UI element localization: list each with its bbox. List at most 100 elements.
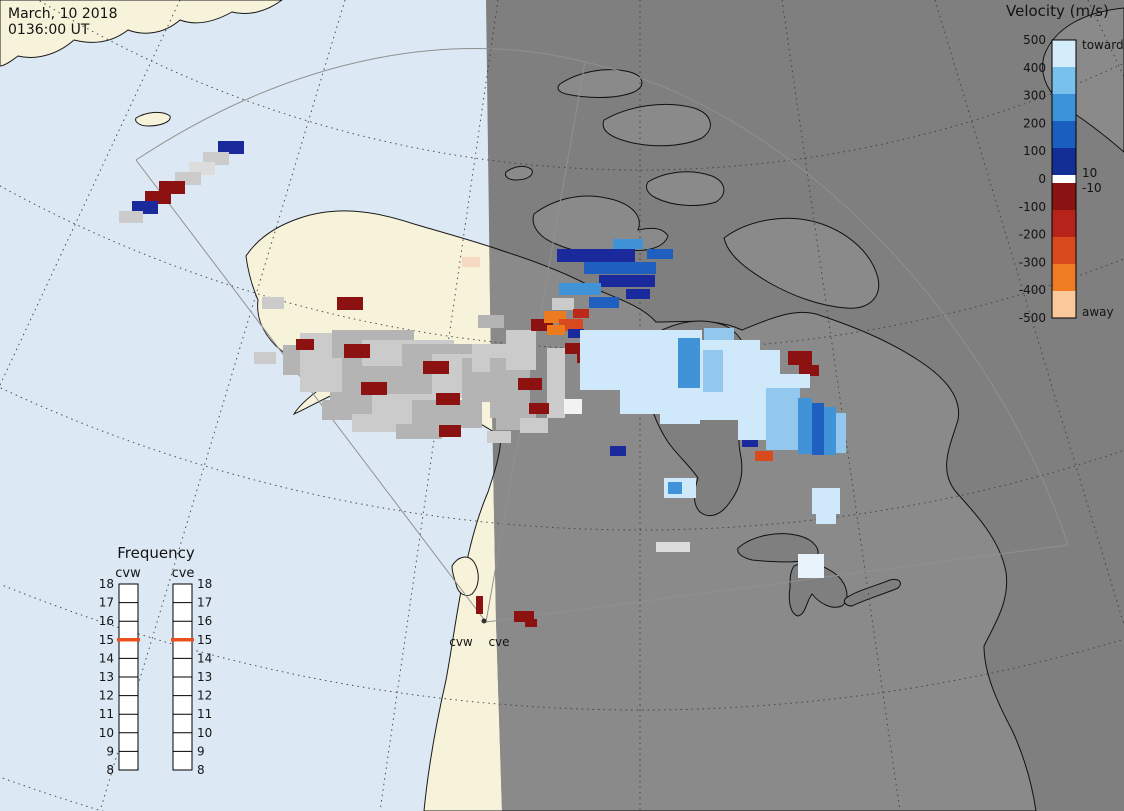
velocity-cell — [132, 201, 158, 214]
away-label: away — [1082, 305, 1114, 319]
velocity-cell — [559, 283, 601, 295]
frequency-tick-label: 8 — [197, 763, 205, 777]
velocity-cell — [529, 403, 549, 414]
velocity-legend: Velocity (m/s) 500 400 300 200 100 0 -100 -200 -… — [1006, 2, 1124, 325]
frequency-cve-label: cve — [172, 566, 195, 581]
velocity-cell — [798, 398, 812, 454]
velocity-cell — [300, 358, 342, 392]
velocity-cell — [668, 482, 682, 494]
velocity-cell — [812, 488, 840, 514]
velocity-cell — [145, 191, 171, 204]
frequency-tick-label: 15 — [197, 633, 212, 647]
velocity-cell — [700, 398, 742, 420]
velocity-cell — [552, 298, 574, 310]
frequency-tick-label: 15 — [99, 633, 114, 647]
colorbar-segment-toward — [1052, 148, 1076, 176]
velocity-cell — [296, 339, 314, 350]
velocity-cell — [254, 352, 276, 364]
velocity-cell — [487, 431, 511, 443]
velocity-cell — [755, 451, 773, 461]
colorbar-tick-label: 200 — [1023, 116, 1046, 130]
velocity-cell — [816, 512, 836, 524]
velocity-cell — [520, 418, 548, 433]
velocity-cell — [506, 330, 536, 370]
velocity-cell — [564, 399, 582, 414]
colorbar-tick-label: -400 — [1019, 283, 1046, 297]
velocity-cells-layer — [119, 141, 846, 627]
colorbar-frame — [1051, 39, 1077, 319]
colorbar-tick-label: -500 — [1019, 311, 1046, 325]
frequency-tick-label: 11 — [99, 707, 114, 721]
velocity-cell — [599, 275, 655, 287]
colorbar-tick-label: -300 — [1019, 255, 1046, 269]
velocity-cell — [647, 249, 673, 259]
colorbar-segment-toward — [1052, 94, 1076, 122]
radar-label-cvw: cvw — [449, 635, 473, 649]
velocity-cell — [812, 403, 824, 455]
radar-label-cve: cve — [488, 635, 509, 649]
frequency-tick-label: 14 — [99, 651, 114, 665]
latitude-circle — [0, 386, 1124, 531]
meridian-line — [99, 0, 346, 811]
meridian-line — [781, 0, 901, 811]
fov-far-range-arc — [135, 48, 1069, 546]
colorbar-segment-toward — [1052, 40, 1076, 68]
frequency-legend: Frequency cvw cve 1817161514131211109818… — [99, 544, 213, 777]
colorbar-zero-band — [1052, 175, 1076, 183]
colorbar-segment-away — [1052, 264, 1076, 292]
velocity-cell — [656, 542, 690, 552]
velocity-cell — [573, 309, 589, 318]
frequency-tick-label: 10 — [99, 726, 114, 740]
radar-sites: cvw cve — [449, 618, 510, 649]
velocity-cell — [788, 351, 812, 365]
colorbar-tick-label: 500 — [1023, 33, 1046, 47]
colorbar-segment-away — [1052, 210, 1076, 238]
velocity-cell — [159, 181, 185, 194]
colorbar-tick-label: -100 — [1019, 200, 1046, 214]
frequency-tick-label: 8 — [106, 763, 114, 777]
frequency-cvw-label: cvw — [115, 566, 141, 581]
velocity-colorbar: 500 400 300 200 100 0 -100 -200 -300 -400 -500 — [1019, 33, 1077, 325]
velocity-cell — [565, 343, 585, 354]
frequency-tick-label: 9 — [197, 744, 205, 758]
velocity-cell — [568, 329, 584, 338]
velocity-cell — [742, 438, 758, 447]
velocity-cell — [547, 325, 565, 335]
frequency-tick-label: 17 — [99, 596, 114, 610]
velocity-cell — [476, 596, 483, 614]
velocity-cell — [436, 393, 460, 405]
colorbar-tick-label: 0 — [1038, 172, 1046, 186]
velocity-cell — [799, 365, 819, 376]
velocity-cell — [703, 350, 723, 392]
frequency-tick-label: 18 — [99, 577, 114, 591]
frequency-tick-label: 12 — [197, 689, 212, 703]
colorbar-segment-away — [1052, 237, 1076, 265]
colorbar-tick-label: 300 — [1023, 89, 1046, 103]
velocity-cell — [514, 611, 534, 622]
frequency-legend-title: Frequency — [117, 544, 195, 562]
frequency-tick-label: 16 — [197, 614, 212, 628]
velocity-cell — [547, 348, 565, 418]
velocity-cell — [439, 425, 461, 437]
frequency-tick-label: 10 — [197, 726, 212, 740]
frequency-tick-label: 13 — [197, 670, 212, 684]
velocity-cell — [584, 262, 656, 274]
colorbar-segment-away — [1052, 291, 1076, 319]
velocity-cell — [660, 408, 700, 424]
velocity-cell — [119, 211, 143, 223]
velocity-cell — [626, 289, 650, 299]
fov-right-edge — [485, 544, 1069, 623]
toward-label: toward — [1082, 38, 1124, 52]
colorbar-segment-toward — [1052, 67, 1076, 95]
frequency-tick-label: 9 — [106, 744, 114, 758]
velocity-cell — [262, 297, 284, 309]
velocity-cell — [525, 619, 537, 627]
velocity-cell — [824, 407, 836, 455]
colorbar-tick-label: -200 — [1019, 228, 1046, 242]
colorbar-tick-label: 400 — [1023, 61, 1046, 75]
date-label: March, 10 2018 — [8, 6, 117, 22]
velocity-cell — [396, 424, 442, 439]
